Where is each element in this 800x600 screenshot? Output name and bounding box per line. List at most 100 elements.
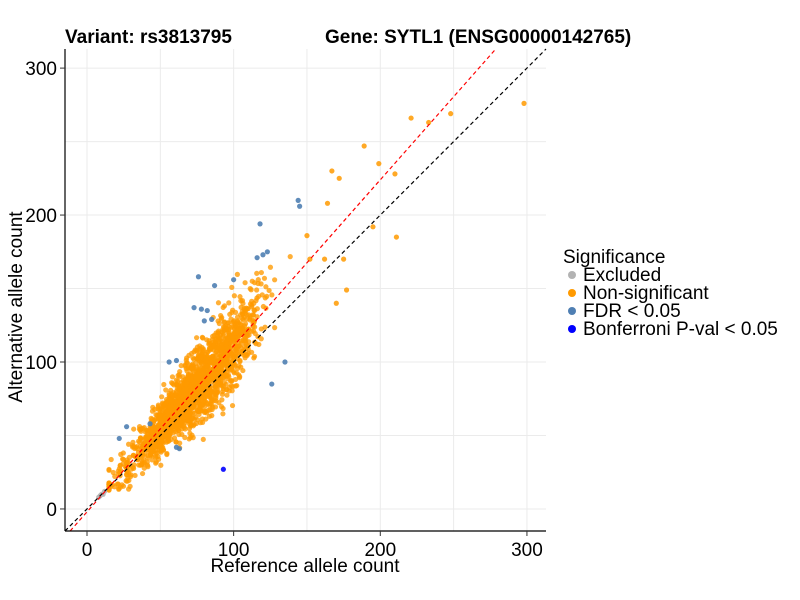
point-non-significant [251, 300, 257, 306]
point-non-significant [126, 462, 132, 469]
point-non-significant [195, 371, 201, 377]
point-non-significant [210, 353, 216, 359]
point-non-significant [245, 350, 252, 356]
point-non-significant [190, 410, 196, 416]
point-non-significant [343, 287, 350, 293]
point-non-significant [370, 224, 376, 230]
point-non-significant [124, 457, 130, 463]
x-tick-label: 0 [82, 540, 93, 561]
reference-line [69, 48, 497, 532]
point-non-significant [252, 339, 258, 345]
point-non-significant [222, 351, 229, 357]
point-non-significant [186, 352, 192, 358]
point-non-significant [166, 438, 172, 444]
point-non-significant [162, 416, 168, 422]
point-non-significant [183, 404, 189, 410]
chart-title-variant: Variant: rs3813795 [65, 27, 232, 48]
point-non-significant [256, 341, 262, 348]
point-non-significant [237, 357, 243, 364]
point-non-significant [203, 416, 209, 422]
reference-lines [64, 48, 547, 532]
point-non-significant [242, 280, 248, 286]
point-non-significant [138, 451, 144, 457]
point-non-significant [174, 385, 180, 391]
point-non-significant [213, 357, 219, 363]
point-non-significant [187, 371, 194, 377]
point-non-significant [226, 300, 232, 306]
x-axis-title: Reference allele count [210, 556, 400, 577]
point-non-significant [177, 368, 183, 375]
point-non-significant [196, 376, 203, 383]
point-non-significant [194, 348, 200, 354]
point-non-significant [159, 435, 165, 441]
point-non-significant [287, 254, 293, 260]
point-non-significant [150, 404, 156, 410]
point-non-significant [232, 330, 238, 336]
point-non-significant [361, 143, 367, 149]
point-non-significant [229, 388, 235, 394]
point-non-significant [196, 367, 203, 373]
point-non-significant [140, 425, 146, 431]
point-non-significant [259, 292, 265, 298]
point-non-significant [234, 314, 241, 320]
point-non-significant [215, 330, 222, 336]
point-non-significant [137, 462, 143, 468]
axes: 0 100 200 300 0 100 200 300 [25, 49, 546, 561]
point-non-significant [155, 453, 161, 460]
point-non-significant [124, 478, 130, 484]
point-non-significant [200, 347, 206, 353]
point-non-significant [171, 399, 178, 405]
point-fdr-0-05 [195, 274, 202, 280]
legend-title: Significance [563, 247, 665, 268]
point-non-significant [182, 382, 189, 388]
point-non-significant [234, 271, 240, 277]
point-non-significant [161, 381, 167, 388]
point-non-significant [153, 460, 159, 466]
point-non-significant [163, 387, 169, 393]
point-non-significant [254, 314, 260, 320]
point-non-significant [140, 457, 147, 463]
point-non-significant [247, 314, 253, 320]
point-fdr-0-05 [204, 307, 210, 314]
point-non-significant [393, 234, 400, 240]
point-non-significant [321, 256, 328, 262]
point-non-significant [139, 470, 146, 477]
legend-label: Non-significant [583, 283, 709, 304]
legend-label: FDR < 0.05 [583, 301, 681, 322]
point-non-significant [230, 368, 237, 374]
point-non-significant [240, 325, 246, 331]
point-non-significant [189, 361, 196, 367]
point-non-significant [205, 400, 211, 406]
point-fdr-0-05 [123, 424, 130, 430]
point-non-significant [168, 425, 174, 432]
point-non-significant [231, 293, 237, 299]
point-non-significant [207, 393, 213, 400]
legend-label: Bonferroni P-val < 0.05 [583, 319, 778, 340]
point-non-significant [336, 175, 342, 181]
point-non-significant [232, 362, 238, 368]
legend: Significance ExcludedNon-significantFDR … [563, 247, 778, 340]
point-fdr-0-05 [166, 359, 172, 365]
point-non-significant [116, 466, 123, 472]
point-non-significant [329, 168, 335, 174]
x-tick-label: 200 [364, 540, 396, 561]
point-non-significant [263, 305, 269, 311]
point-non-significant [266, 287, 272, 294]
point-non-significant [272, 325, 278, 331]
point-non-significant [198, 408, 204, 414]
point-non-significant [144, 439, 150, 445]
point-non-significant [262, 324, 268, 330]
point-fdr-0-05 [269, 381, 275, 387]
point-bonferroni-p-val-0-05 [220, 466, 226, 472]
legend-key [568, 307, 576, 315]
point-non-significant [205, 370, 211, 376]
point-non-significant [221, 361, 227, 367]
point-non-significant [376, 161, 382, 167]
point-non-significant [209, 402, 215, 408]
point-non-significant [223, 339, 229, 345]
point-non-significant [392, 171, 398, 177]
point-non-significant [158, 422, 164, 429]
point-non-significant [408, 115, 414, 121]
point-non-significant [200, 402, 206, 408]
point-non-significant [177, 440, 183, 446]
